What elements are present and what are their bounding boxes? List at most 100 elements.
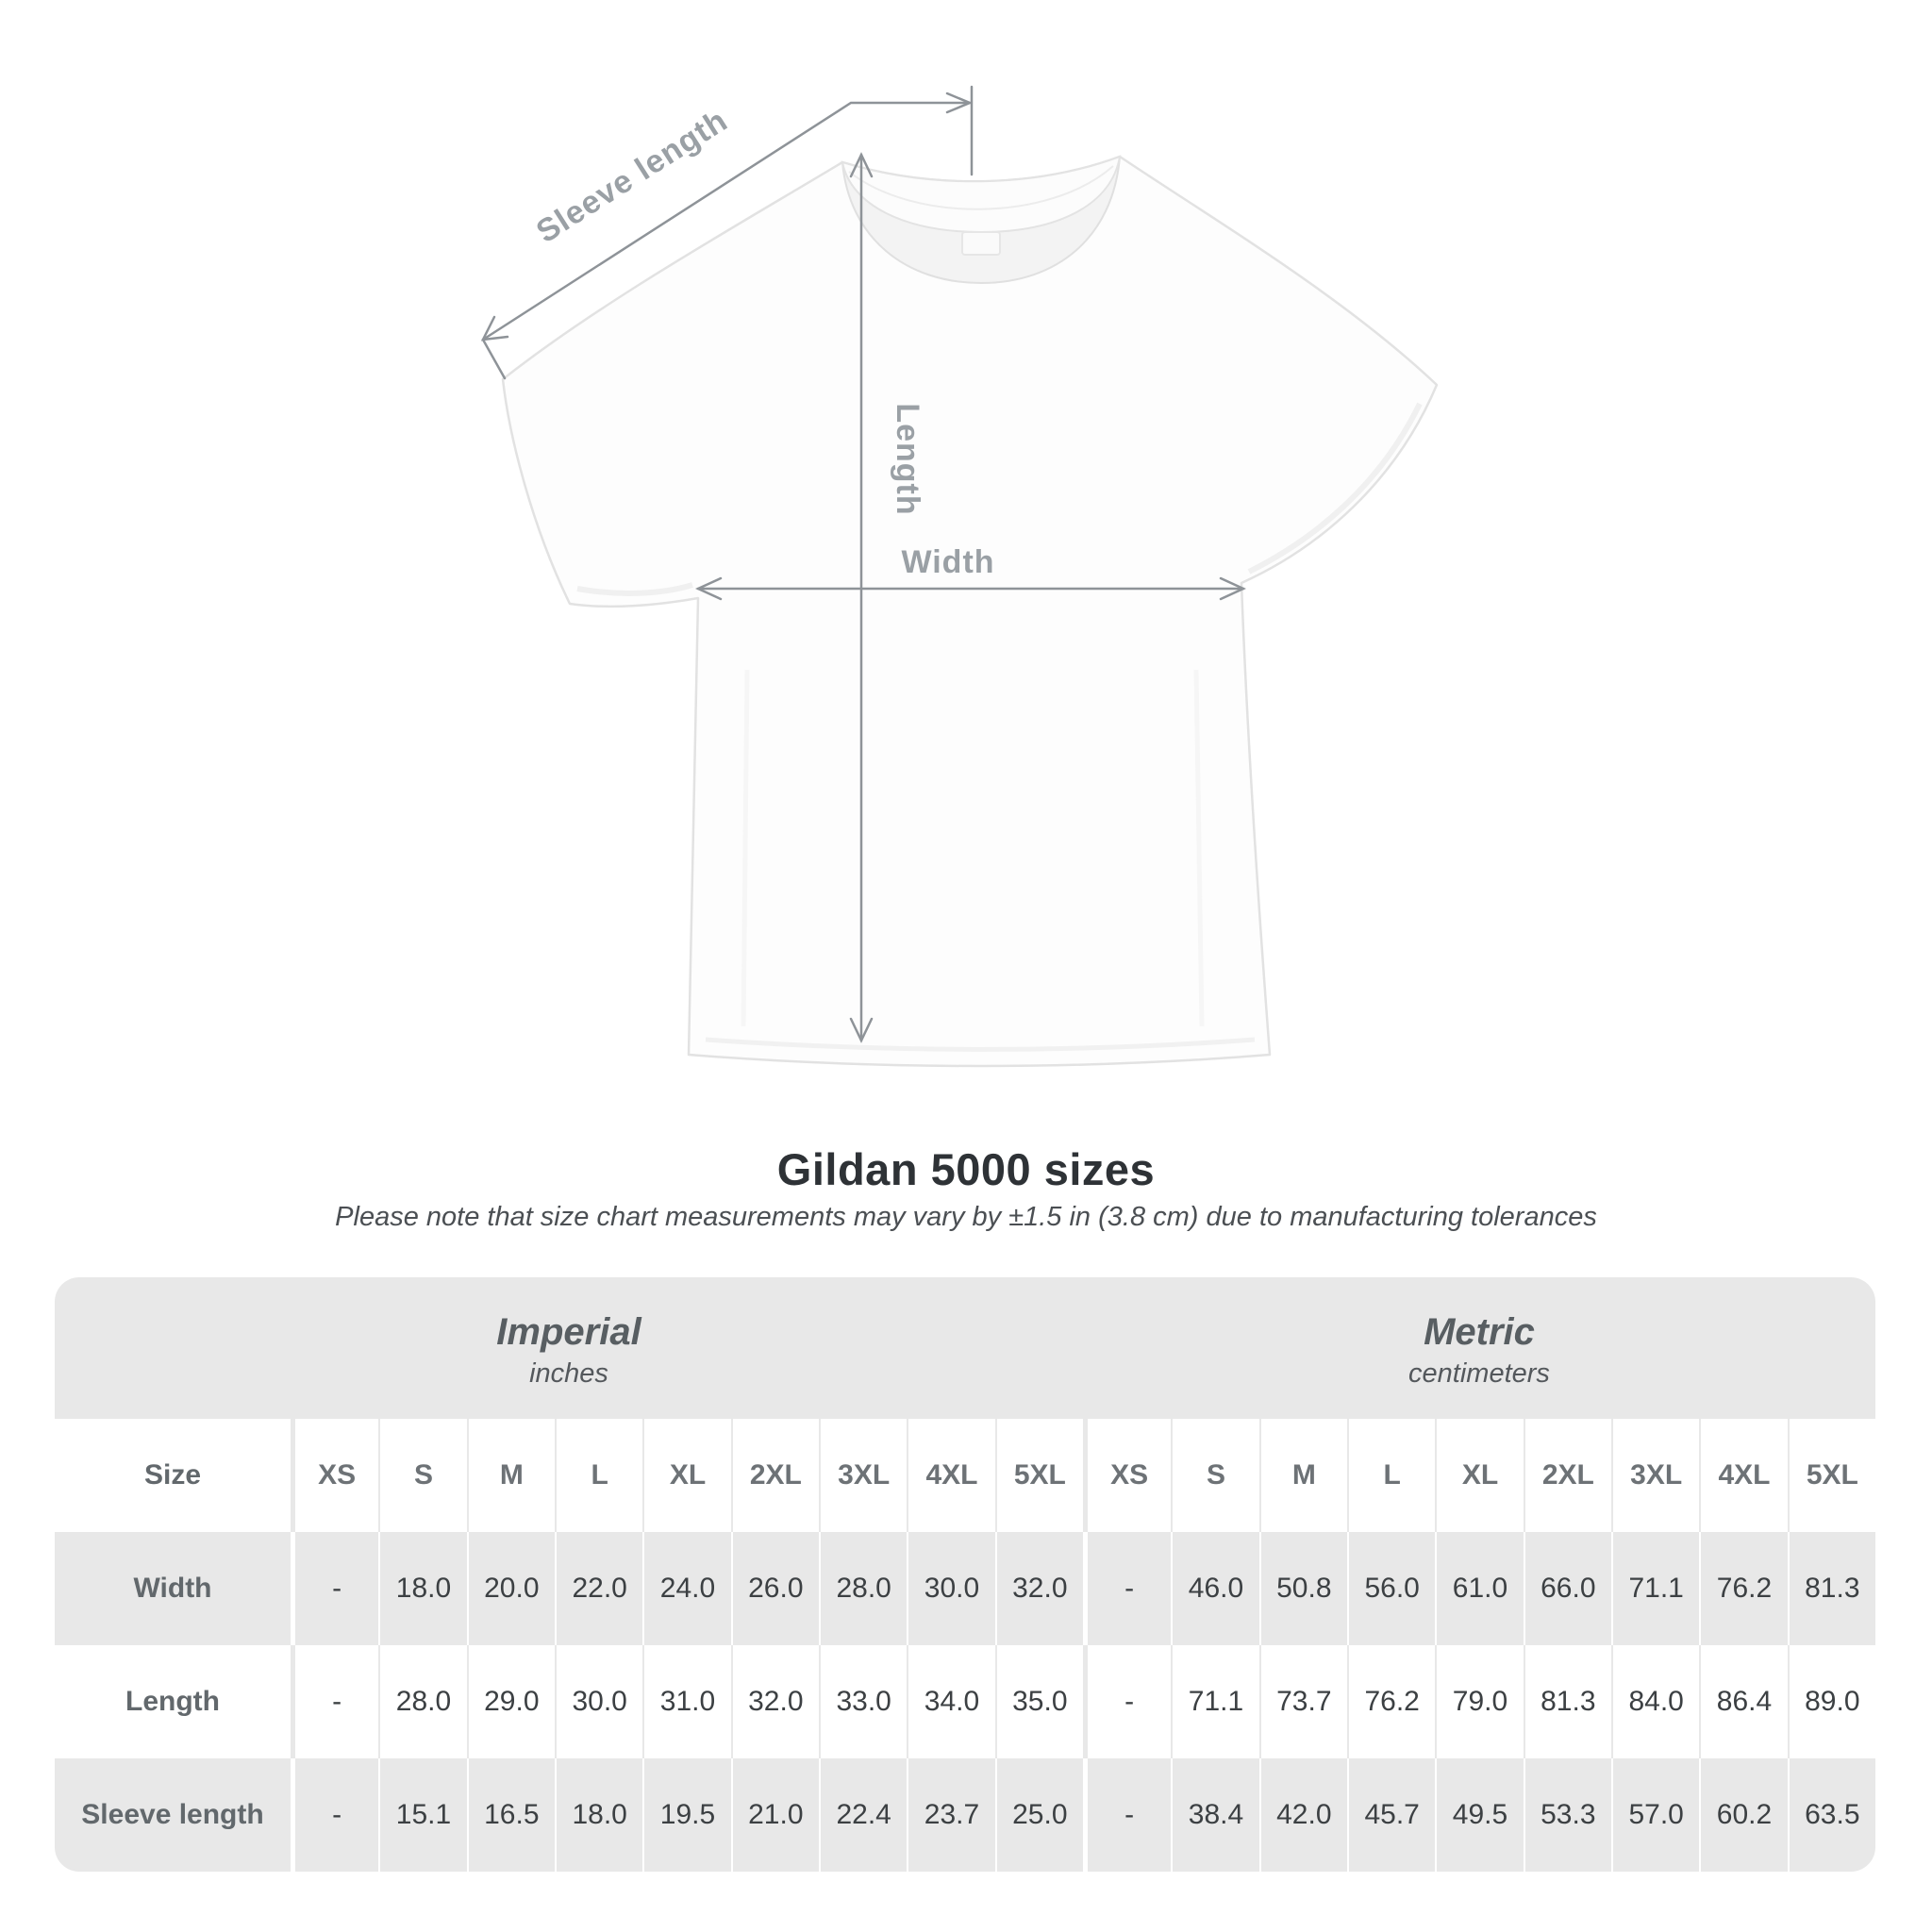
value-cell: 26.0 <box>730 1532 819 1645</box>
neck-tag <box>961 231 1001 256</box>
value-cell: 28.0 <box>378 1645 466 1758</box>
value-cell: 81.3 <box>1787 1532 1875 1645</box>
value-cell: 66.0 <box>1523 1532 1611 1645</box>
sleeve-length-label: Sleeve length <box>530 102 734 250</box>
value-cell: 18.0 <box>378 1532 466 1645</box>
value-cell: 22.0 <box>555 1532 642 1645</box>
value-cell: - <box>291 1532 378 1645</box>
value-cell: 53.3 <box>1523 1758 1611 1872</box>
fabric-fold-left <box>741 669 750 1027</box>
value-cell: 81.3 <box>1523 1645 1611 1758</box>
value-cell: 32.0 <box>730 1645 819 1758</box>
value-cell: 76.2 <box>1347 1645 1435 1758</box>
value-cell: 16.5 <box>466 1758 555 1872</box>
value-cell: 15.1 <box>378 1758 466 1872</box>
value-cell: - <box>291 1645 378 1758</box>
tshirt-measurement-diagram: Sleeve length Length Width <box>480 85 1439 1068</box>
value-cell: 25.0 <box>994 1758 1083 1872</box>
value-cell: 32.0 <box>994 1532 1083 1645</box>
value-cell: 18.0 <box>555 1758 642 1872</box>
value-cell: 49.5 <box>1435 1758 1523 1872</box>
col-header: XS <box>291 1419 378 1532</box>
col-header: 4XL <box>1699 1419 1787 1532</box>
value-cell: 50.8 <box>1258 1532 1347 1645</box>
value-cell: 33.0 <box>819 1645 907 1758</box>
value-cell: 34.0 <box>907 1645 994 1758</box>
fabric-fold-right <box>1193 669 1205 1027</box>
tshirt-body <box>501 155 1439 1068</box>
metric-header: Metric <box>1424 1311 1535 1353</box>
value-cell: - <box>1083 1758 1171 1872</box>
col-header: 2XL <box>730 1419 819 1532</box>
row-label: Width <box>133 1573 212 1604</box>
value-cell: 84.0 <box>1611 1645 1699 1758</box>
col-header: XS <box>1083 1419 1171 1532</box>
row-width: Width -18.0 20.0 22.0 24.0 26.0 28.0 30.0 32.0-4… <box>55 1532 1875 1645</box>
row-sleeve-length: Sleeve length -15.1 16.5 18.0 19.5 21.0 22.4 23… <box>55 1758 1875 1872</box>
value-cell: 23.7 <box>907 1758 994 1872</box>
col-header: S <box>1171 1419 1258 1532</box>
tolerance-note: Please note that size chart measurements… <box>335 1202 1597 1232</box>
imperial-unit: inches <box>529 1358 608 1389</box>
value-cell: 35.0 <box>994 1645 1083 1758</box>
col-header: XL <box>1435 1419 1523 1532</box>
value-cell: 60.2 <box>1699 1758 1787 1872</box>
collar-band <box>841 155 1122 234</box>
value-cell: 31.0 <box>642 1645 730 1758</box>
value-cell: 19.5 <box>642 1758 730 1872</box>
size-header-label: Size <box>143 1459 202 1491</box>
table-rows: Size XS S M L XL 2XL 3XL 4XL 5XL XS S M L XL 2XL 3XL 4XL 5… <box>55 1419 1875 1872</box>
value-cell: 79.0 <box>1435 1645 1523 1758</box>
value-cell: 42.0 <box>1258 1758 1347 1872</box>
value-cell: 21.0 <box>730 1758 819 1872</box>
col-header: L <box>1347 1419 1435 1532</box>
col-header: 2XL <box>1523 1419 1611 1532</box>
row-label: Sleeve length <box>81 1799 264 1830</box>
col-header: 5XL <box>994 1419 1083 1532</box>
value-cell: 86.4 <box>1699 1645 1787 1758</box>
col-header: L <box>555 1419 642 1532</box>
width-label: Width <box>901 544 994 580</box>
width-arrow <box>694 576 1247 601</box>
unit-group-metric: Metric centimeters <box>1083 1277 1875 1419</box>
value-cell: 76.2 <box>1699 1532 1787 1645</box>
value-cell: 61.0 <box>1435 1532 1523 1645</box>
length-arrow <box>849 152 874 1043</box>
size-table: Imperial inches Metric centimeters Size X… <box>55 1277 1875 1872</box>
imperial-header: Imperial <box>496 1311 641 1353</box>
right-cuff-seam <box>1247 402 1423 575</box>
col-header: XL <box>642 1419 730 1532</box>
value-cell: 71.1 <box>1611 1532 1699 1645</box>
value-cell: - <box>1083 1532 1171 1645</box>
col-header: 3XL <box>1611 1419 1699 1532</box>
value-cell: 71.1 <box>1171 1645 1258 1758</box>
unit-group-imperial: Imperial inches <box>55 1277 1083 1419</box>
hem-stitch <box>705 1037 1256 1052</box>
tshirt-graphic <box>501 155 1439 1068</box>
col-header: 4XL <box>907 1419 994 1532</box>
col-header: 5XL <box>1787 1419 1875 1532</box>
col-header: M <box>1258 1419 1347 1532</box>
value-cell: 30.0 <box>555 1645 642 1758</box>
value-cell: 29.0 <box>466 1645 555 1758</box>
length-label: Length <box>890 403 925 515</box>
value-cell: 56.0 <box>1347 1532 1435 1645</box>
value-cell: 46.0 <box>1171 1532 1258 1645</box>
row-size-header: Size XS S M L XL 2XL 3XL 4XL 5XL XS S M L XL 2XL 3XL 4XL 5… <box>55 1419 1875 1532</box>
col-header: 3XL <box>819 1419 907 1532</box>
row-label: Length <box>125 1686 220 1717</box>
value-cell: - <box>291 1758 378 1872</box>
collar-stitch <box>848 165 1114 210</box>
value-cell: 57.0 <box>1611 1758 1699 1872</box>
value-cell: 28.0 <box>819 1532 907 1645</box>
metric-unit: centimeters <box>1408 1358 1550 1389</box>
col-header: S <box>378 1419 466 1532</box>
value-cell: 45.7 <box>1347 1758 1435 1872</box>
left-cuff-seam <box>576 582 693 596</box>
value-cell: 22.4 <box>819 1758 907 1872</box>
value-cell: - <box>1083 1645 1171 1758</box>
value-cell: 20.0 <box>466 1532 555 1645</box>
col-header: M <box>466 1419 555 1532</box>
value-cell: 24.0 <box>642 1532 730 1645</box>
sleeve-length-arrow <box>480 85 974 380</box>
